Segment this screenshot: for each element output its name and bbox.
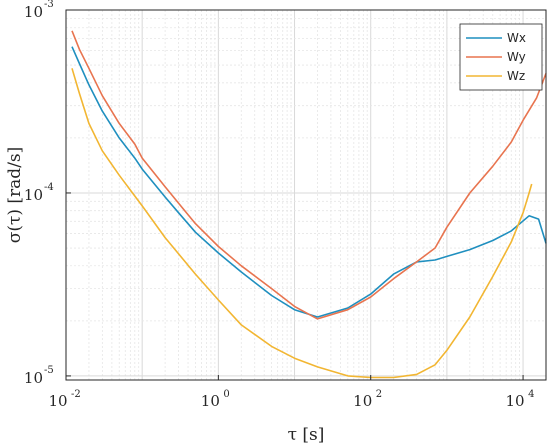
- series-line-wx: [71, 46, 547, 318]
- x-tick-exponent: -2: [71, 389, 81, 400]
- x-tick-label: 10: [48, 392, 67, 410]
- x-axis-label: τ [s]: [288, 425, 325, 445]
- y-tick-label: 10: [24, 3, 43, 21]
- y-tick-exponent: -5: [44, 365, 54, 376]
- x-tick-label: 10: [353, 392, 372, 410]
- legend-label-wx: Wx: [507, 31, 526, 45]
- series-lines: [71, 30, 547, 379]
- x-tick-exponent: 4: [528, 389, 534, 400]
- legend-label-wz: Wz: [507, 69, 525, 83]
- y-tick-labels: 10-510-410-3: [24, 0, 71, 387]
- y-tick-exponent: -3: [44, 0, 54, 10]
- x-tick-exponent: 2: [376, 389, 382, 400]
- x-tick-label: 10: [201, 392, 220, 410]
- y-tick-label: 10: [24, 369, 43, 387]
- legend-label-wy: Wy: [507, 50, 526, 64]
- x-tick-labels: 10 -2 10 0 10 2 10 4: [48, 375, 534, 410]
- y-tick-exponent: -4: [44, 182, 54, 193]
- y-tick-label: 10: [24, 186, 43, 204]
- x-tick-exponent: 0: [223, 389, 229, 400]
- x-tick-label: 10: [506, 392, 525, 410]
- y-axis-label: σ(τ) [rad/s]: [5, 147, 25, 244]
- series-line-wy: [71, 30, 547, 320]
- plot-frame: [65, 9, 547, 381]
- legend: Wx Wy Wz: [459, 23, 543, 91]
- series-line-wz: [71, 68, 533, 379]
